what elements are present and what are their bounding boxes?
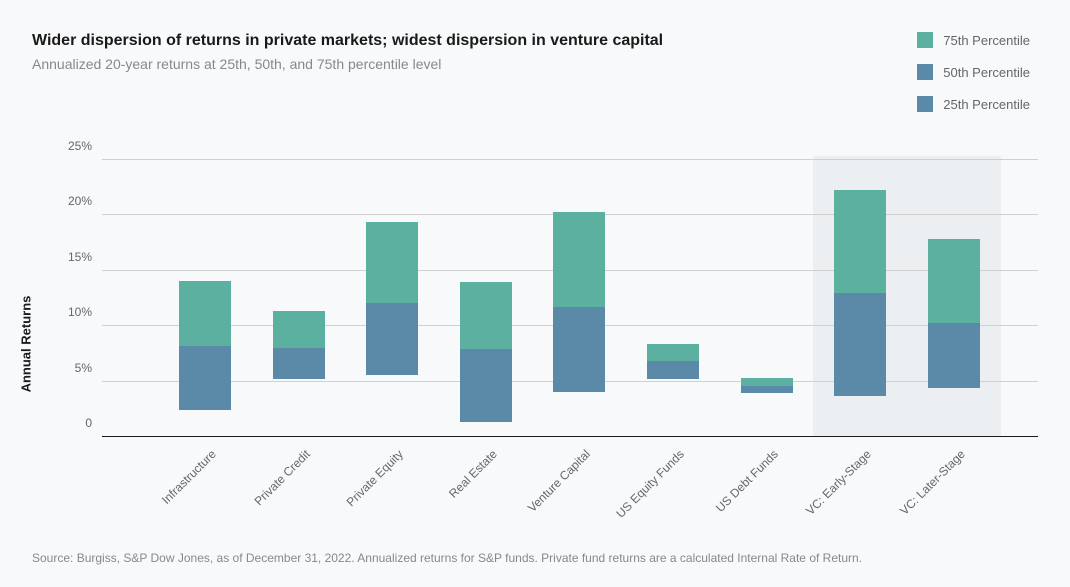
bar-segment-25-50 xyxy=(460,349,512,421)
x-tick-label: Venture Capital xyxy=(583,389,651,457)
bar-segment-50-75 xyxy=(460,282,512,350)
legend-label: 50th Percentile xyxy=(943,65,1030,80)
bar-segment-50-75 xyxy=(834,190,886,293)
y-tick-label: 0 xyxy=(85,416,92,430)
bar-segment-25-50 xyxy=(834,293,886,396)
chart-subtitle: Annualized 20-year returns at 25th, 50th… xyxy=(32,56,917,72)
y-tick-label: 15% xyxy=(68,250,92,264)
bar-segment-25-50 xyxy=(179,346,231,410)
header: Wider dispersion of returns in private m… xyxy=(32,32,1038,112)
bar-segment-50-75 xyxy=(928,239,980,323)
y-axis-label: Annual Returns xyxy=(19,295,34,392)
y-tick-label: 25% xyxy=(68,139,92,153)
bar-group: VC: Early-Stage xyxy=(834,160,886,437)
bar-segment-50-75 xyxy=(179,281,231,346)
bar-segment-50-75 xyxy=(741,378,793,386)
plot-area: Infrastructure Private Credit Private Equi… xyxy=(102,160,1038,437)
bar-group: Private Credit xyxy=(273,160,325,437)
bar-segment-25-50 xyxy=(647,361,699,380)
chart-title: Wider dispersion of returns in private m… xyxy=(32,32,917,50)
bar-group: Venture Capital xyxy=(553,160,605,437)
legend-item: 75th Percentile xyxy=(917,32,1030,48)
x-tick-label: Private Equity xyxy=(396,395,458,457)
bar-group: US Equity Funds xyxy=(647,160,699,437)
legend-swatch xyxy=(917,64,933,80)
bar-segment-25-50 xyxy=(553,307,605,391)
x-tick-label: US Equity Funds xyxy=(677,383,751,457)
legend-item: 50th Percentile xyxy=(917,64,1030,80)
bar-segment-25-50 xyxy=(741,386,793,393)
legend-label: 75th Percentile xyxy=(943,33,1030,48)
bar-segment-25-50 xyxy=(273,348,325,379)
legend: 75th Percentile 50th Percentile 25th Perce… xyxy=(917,32,1030,112)
chart-footnote: Source: Burgiss, S&P Dow Jones, as of De… xyxy=(32,551,862,565)
y-tick-label: 20% xyxy=(68,194,92,208)
legend-item: 25th Percentile xyxy=(917,96,1030,112)
x-tick-label: VC: Later-Stage xyxy=(958,386,1029,457)
bar-group: Real Estate xyxy=(460,160,512,437)
chart-container: Wider dispersion of returns in private m… xyxy=(0,0,1070,587)
chart-zone: Annual Returns InfrastructurePrivate Cre… xyxy=(32,160,1038,527)
bar-segment-50-75 xyxy=(647,344,699,361)
titles: Wider dispersion of returns in private m… xyxy=(32,32,917,72)
x-tick-label: US Debt Funds xyxy=(771,389,839,457)
legend-label: 25th Percentile xyxy=(943,97,1030,112)
bar-segment-50-75 xyxy=(273,311,325,349)
bar-group: Private Equity xyxy=(366,160,418,437)
bar-group: VC: Later-Stage xyxy=(928,160,980,437)
y-tick-label: 10% xyxy=(68,305,92,319)
bar-group: US Debt Funds xyxy=(741,160,793,437)
bar-segment-25-50 xyxy=(366,303,418,375)
legend-swatch xyxy=(917,96,933,112)
bar-segment-25-50 xyxy=(928,323,980,388)
bar-segment-50-75 xyxy=(553,212,605,307)
legend-swatch xyxy=(917,32,933,48)
bars-layer: Infrastructure Private Credit Private Equi… xyxy=(102,160,1038,437)
y-tick-label: 5% xyxy=(75,361,92,375)
x-tick-label: Private Credit xyxy=(303,396,364,457)
bar-group: Infrastructure xyxy=(179,160,231,437)
x-tick-label: VC: Early-Stage xyxy=(864,386,935,457)
bar-segment-50-75 xyxy=(366,222,418,303)
